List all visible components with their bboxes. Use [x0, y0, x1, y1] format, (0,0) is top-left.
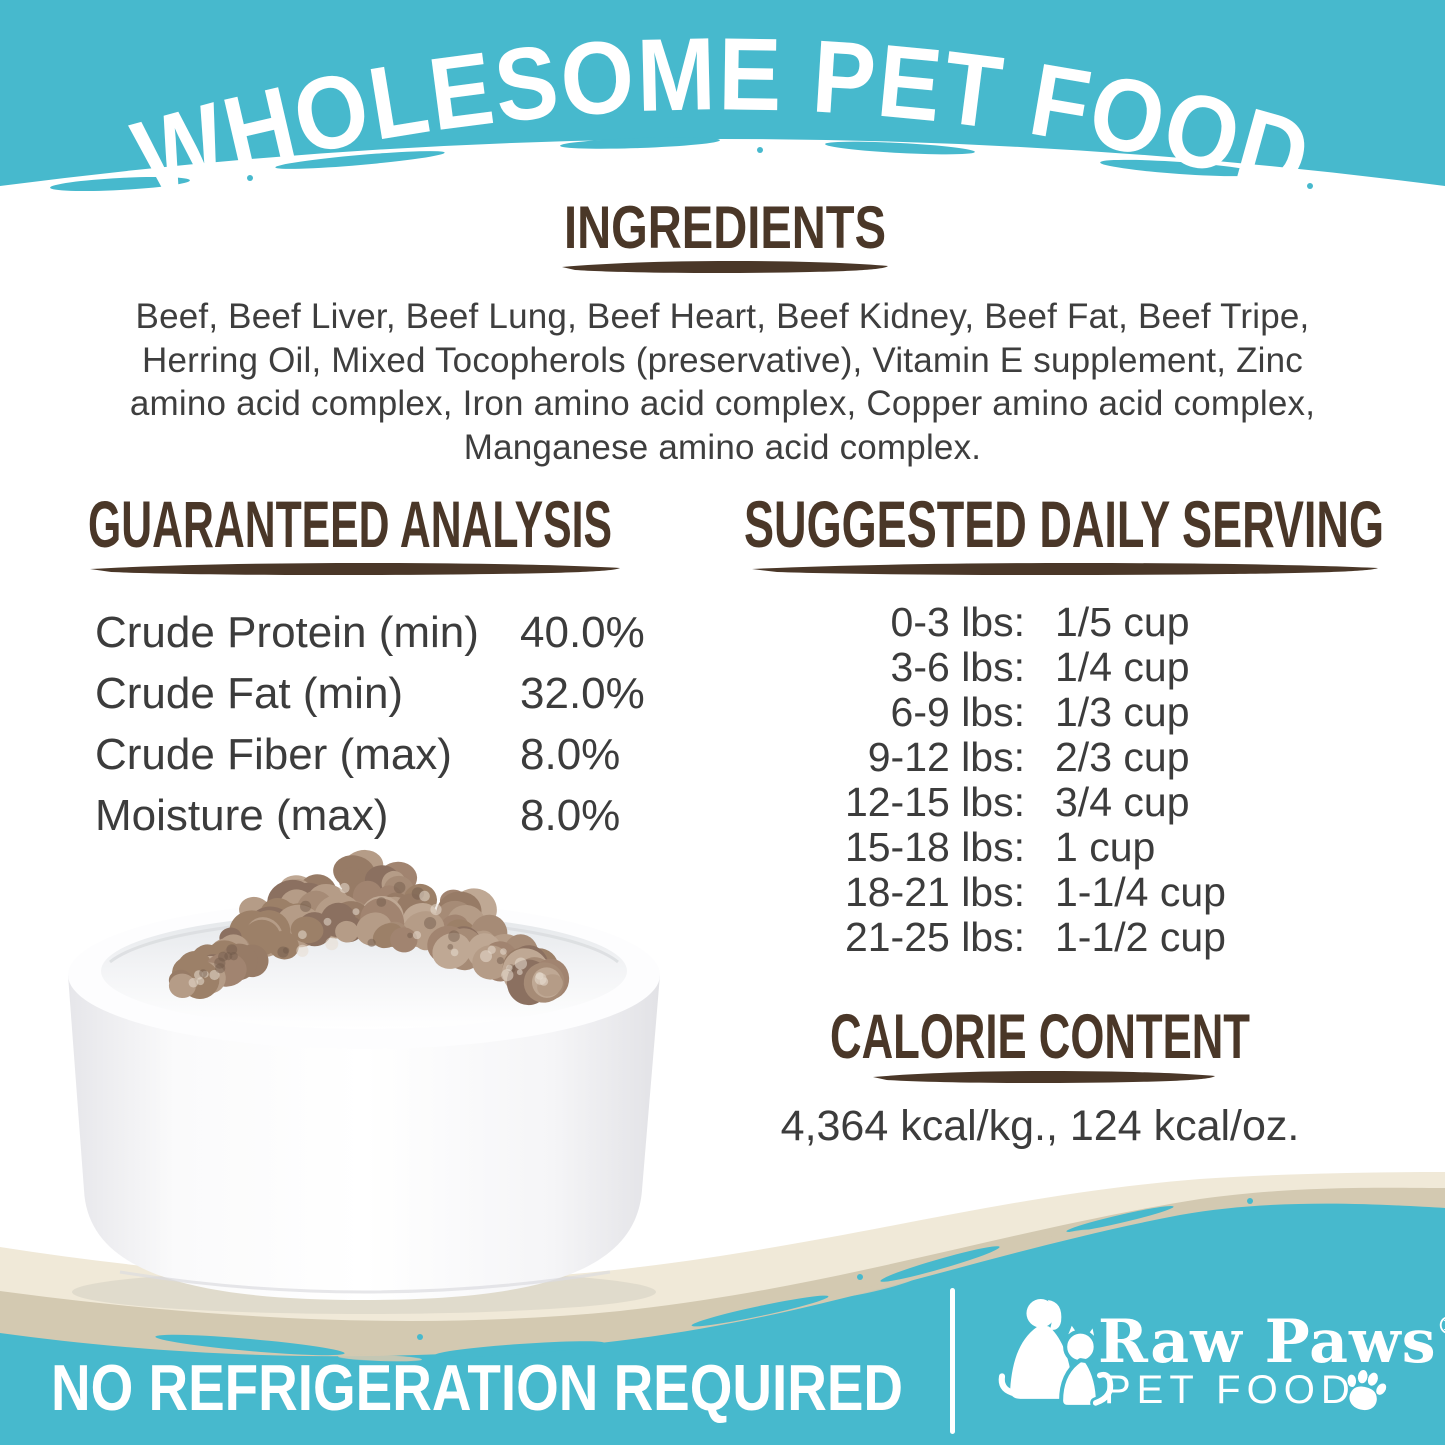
ingredients-underline — [562, 261, 888, 274]
divider — [950, 1288, 955, 1434]
header-brush-texture — [50, 137, 1313, 192]
serving-amount: 2/3 cup — [1055, 734, 1190, 780]
serving-amount: 1/5 cup — [1055, 599, 1190, 645]
table-row: 21-25 lbs: 1-1/2 cup — [760, 915, 1360, 960]
ingredients-heading: INGREDIENTS — [564, 194, 886, 262]
wave-brush-texture — [155, 1198, 1253, 1357]
no-refrigeration-claim: NO REFRIGERATION REQUIRED — [51, 1352, 903, 1424]
bowl-body — [68, 975, 660, 1300]
serving-amount: 1-1/2 cup — [1055, 914, 1226, 960]
table-row: Crude Protein (min) 40.0% — [95, 602, 695, 663]
analysis-value: 32.0% — [520, 669, 645, 718]
analysis-label: Crude Fiber (max) — [95, 730, 452, 779]
claim-group: NO REFRIGERATION REQUIRED — [51, 1352, 903, 1424]
serving-range: 12-15 lbs: — [844, 779, 1025, 825]
paw-icon — [1347, 1370, 1387, 1411]
brand-name-text: Raw Paws — [1098, 1307, 1437, 1377]
calorie-heading-group: CALORIE CONTENT — [830, 1003, 1250, 1084]
analysis-label: Crude Fat (min) — [95, 669, 404, 718]
table-row: 6-9 lbs: 1/3 cup — [760, 690, 1360, 735]
table-row: 18-21 lbs: 1-1/4 cup — [760, 870, 1360, 915]
header-brush-gaps — [435, 153, 1080, 165]
calorie-heading: CALORIE CONTENT — [830, 1003, 1250, 1072]
serving-heading: SUGGESTED DAILY SERVING — [744, 488, 1384, 562]
serving-amount: 3/4 cup — [1055, 779, 1190, 825]
header-banner-shape — [0, 0, 1445, 186]
serving-range: 6-9 lbs: — [890, 689, 1025, 735]
table-row: Crude Fat (min) 32.0% — [95, 663, 695, 724]
ingredients-line: amino acid complex, Iron amino acid comp… — [129, 384, 1316, 423]
analysis-heading: GUARANTEED ANALYSIS — [88, 488, 612, 562]
serving-heading-group: SUGGESTED DAILY SERVING — [744, 488, 1384, 576]
serving-amount: 1/3 cup — [1055, 689, 1190, 735]
table-row: 12-15 lbs: 3/4 cup — [760, 780, 1360, 825]
analysis-underline — [90, 563, 620, 576]
ingredients-line: Manganese amino acid complex. — [463, 427, 982, 467]
header-banner: WHOLESOME PET FOOD — [0, 0, 1445, 215]
dog-cat-icon — [998, 1299, 1117, 1409]
analysis-value: 8.0% — [520, 730, 621, 779]
analysis-heading-group: GUARANTEED ANALYSIS — [88, 488, 620, 576]
serving-range: 15-18 lbs: — [844, 824, 1025, 870]
ingredients-paragraph: Beef, Beef Liver, Beef Lung, Beef Heart,… — [70, 295, 1375, 469]
registered-mark: ® — [1436, 1311, 1445, 1340]
analysis-table: Crude Protein (min) 40.0% Crude Fat (min… — [95, 602, 695, 846]
serving-range: 3-6 lbs: — [890, 644, 1025, 690]
analysis-label: Moisture (max) — [95, 791, 389, 840]
analysis-label: Crude Protein (min) — [95, 608, 479, 657]
serving-range: 18-21 lbs: — [844, 869, 1025, 915]
table-row: 0-3 lbs: 1/5 cup — [760, 600, 1360, 645]
wave-brush-gaps — [338, 1229, 1090, 1362]
calorie-underline — [873, 1071, 1215, 1084]
brand-name: Raw Paws® — [1098, 1312, 1445, 1372]
analysis-value: 8.0% — [520, 791, 621, 840]
table-row: 15-18 lbs: 1 cup — [760, 825, 1360, 870]
bowl-bottom-shade — [119, 1270, 611, 1294]
ingredients-heading-group: INGREDIENTS — [562, 194, 888, 274]
table-row: Crude Fiber (max) 8.0% — [95, 724, 695, 785]
analysis-value: 40.0% — [520, 608, 645, 657]
ingredients-line: Beef, Beef Liver, Beef Lung, Beef Heart,… — [135, 297, 1310, 336]
serving-underline — [752, 563, 1378, 576]
serving-amount: 1-1/4 cup — [1055, 869, 1226, 915]
serving-amount: 1/4 cup — [1055, 644, 1190, 690]
food-nuggets — [168, 849, 570, 1006]
serving-range: 9-12 lbs: — [867, 734, 1025, 780]
serving-amount: 1 cup — [1055, 824, 1156, 870]
serving-table: 0-3 lbs: 1/5 cup 3-6 lbs: 1/4 cup 6-9 lb… — [760, 600, 1360, 960]
pet-food-bowl-image — [68, 849, 660, 1314]
ingredients-line: Herring Oil, Mixed Tocopherols (preserva… — [142, 340, 1303, 380]
table-row: 3-6 lbs: 1/4 cup — [760, 645, 1360, 690]
calorie-value: 4,364 kcal/kg., 124 kcal/oz. — [780, 1102, 1300, 1150]
table-row: 9-12 lbs: 2/3 cup — [760, 735, 1360, 780]
brand-subtitle: PET FOOD — [1104, 1368, 1356, 1412]
serving-range: 0-3 lbs: — [890, 599, 1025, 645]
table-row: Moisture (max) 8.0% — [95, 785, 695, 846]
serving-range: 21-25 lbs: — [844, 914, 1025, 960]
